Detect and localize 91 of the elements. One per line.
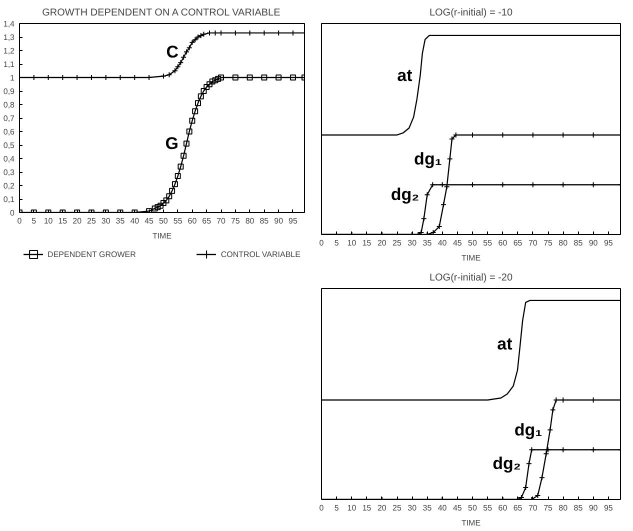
annotation: dg₁ <box>414 149 442 168</box>
y-tick-label: 1,3 <box>3 33 16 42</box>
x-tick-label: 15 <box>362 238 372 248</box>
chart-title: LOG(r-initial) = -10 <box>429 8 513 18</box>
x-tick-label: 95 <box>604 504 614 512</box>
x-tick-label: 45 <box>452 504 462 512</box>
x-tick-label: 50 <box>158 216 168 226</box>
x-tick-label: 10 <box>347 238 357 248</box>
x-axis-title: TIME <box>461 254 481 262</box>
x-tick-label: 45 <box>144 216 154 226</box>
x-tick-label: 25 <box>392 238 402 248</box>
x-tick-label: 60 <box>188 216 198 226</box>
x-tick-label: 55 <box>173 216 183 226</box>
x-tick-label: 5 <box>334 504 340 512</box>
x-tick-label: 90 <box>588 238 598 248</box>
x-tick-label: 50 <box>468 238 478 248</box>
x-tick-label: 0 <box>17 216 22 226</box>
annotation: at <box>397 66 413 85</box>
y-tick-label: 1,1 <box>3 60 16 69</box>
x-tick-label: 50 <box>468 504 478 512</box>
y-tick-label: 0,6 <box>3 128 16 136</box>
chart-title: LOG(r-initial) = -20 <box>429 272 513 284</box>
x-tick-label: 25 <box>87 216 96 226</box>
x-axis-title: TIME <box>461 518 481 528</box>
x-tick-label: 75 <box>544 504 554 512</box>
y-tick-label: 1,4 <box>3 20 16 28</box>
legend-label: DEPENDENT GROWER <box>48 250 136 258</box>
y-tick-label: 0,4 <box>3 154 16 164</box>
x-tick-label: 5 <box>334 238 340 248</box>
x-tick-label: 75 <box>230 216 240 226</box>
x-tick-label: 90 <box>274 216 284 226</box>
x-tick-label: 5 <box>32 216 37 226</box>
x-tick-label: 65 <box>202 216 212 226</box>
annotation: G <box>165 134 178 154</box>
x-tick-label: 20 <box>377 238 387 248</box>
x-tick-label: 70 <box>216 216 226 226</box>
x-tick-label: 55 <box>483 238 493 248</box>
x-tick-label: 85 <box>574 504 584 512</box>
x-tick-label: 70 <box>528 238 538 248</box>
y-tick-label: 0,9 <box>3 87 16 96</box>
x-tick-label: 45 <box>452 238 462 248</box>
x-tick-label: 80 <box>245 216 255 226</box>
annotation: dg₁ <box>514 420 542 440</box>
x-tick-label: 30 <box>101 216 111 226</box>
y-tick-label: 0,1 <box>3 195 16 204</box>
y-tick-label: 1 <box>10 74 16 82</box>
annotation: at <box>497 334 513 354</box>
x-tick-label: 15 <box>362 504 372 512</box>
x-tick-label: 25 <box>392 504 402 512</box>
x-tick-label: 35 <box>422 504 432 512</box>
x-tick-label: 40 <box>438 504 448 512</box>
x-tick-label: 40 <box>438 238 448 248</box>
y-tick-label: 1,2 <box>3 46 16 56</box>
legend-label: CONTROL VARIABLE <box>220 250 300 258</box>
x-tick-label: 20 <box>72 216 82 226</box>
x-tick-label: 65 <box>513 504 523 512</box>
x-tick-label: 90 <box>588 504 598 512</box>
x-tick-label: 85 <box>260 216 270 226</box>
x-tick-label: 60 <box>498 238 508 248</box>
x-axis-title: TIME <box>152 232 172 240</box>
x-tick-label: 95 <box>604 238 614 248</box>
x-tick-label: 15 <box>58 216 68 226</box>
y-tick-label: 0,3 <box>3 168 16 177</box>
y-tick-label: 0,2 <box>3 182 16 190</box>
y-tick-label: 0,5 <box>3 141 16 150</box>
x-tick-label: 55 <box>483 504 493 512</box>
x-tick-label: 85 <box>574 238 584 248</box>
y-tick-label: 0 <box>10 208 16 218</box>
x-tick-label: 35 <box>422 238 432 248</box>
x-tick-label: 20 <box>377 504 387 512</box>
x-tick-label: 80 <box>558 238 568 248</box>
y-tick-label: 0,8 <box>3 100 16 110</box>
x-tick-label: 95 <box>288 216 298 226</box>
y-tick-label: 0,7 <box>3 114 16 123</box>
x-tick-label: 60 <box>498 504 508 512</box>
x-tick-label: 40 <box>130 216 140 226</box>
annotation: C <box>166 42 178 62</box>
x-tick-label: 35 <box>116 216 126 226</box>
x-tick-label: 30 <box>408 238 418 248</box>
x-tick-label: 30 <box>408 504 418 512</box>
x-tick-label: 0 <box>319 238 324 248</box>
x-tick-label: 75 <box>544 238 554 248</box>
x-tick-label: 10 <box>347 504 357 512</box>
x-tick-label: 0 <box>319 504 324 512</box>
x-tick-label: 10 <box>44 216 54 226</box>
x-tick-label: 80 <box>558 504 568 512</box>
chart-title: GROWTH DEPENDENT ON A CONTROL VARIABLE <box>42 8 281 18</box>
annotation: dg₂ <box>492 454 521 474</box>
x-tick-label: 65 <box>513 238 523 248</box>
annotation: dg₂ <box>390 185 420 204</box>
x-tick-label: 70 <box>528 504 538 512</box>
